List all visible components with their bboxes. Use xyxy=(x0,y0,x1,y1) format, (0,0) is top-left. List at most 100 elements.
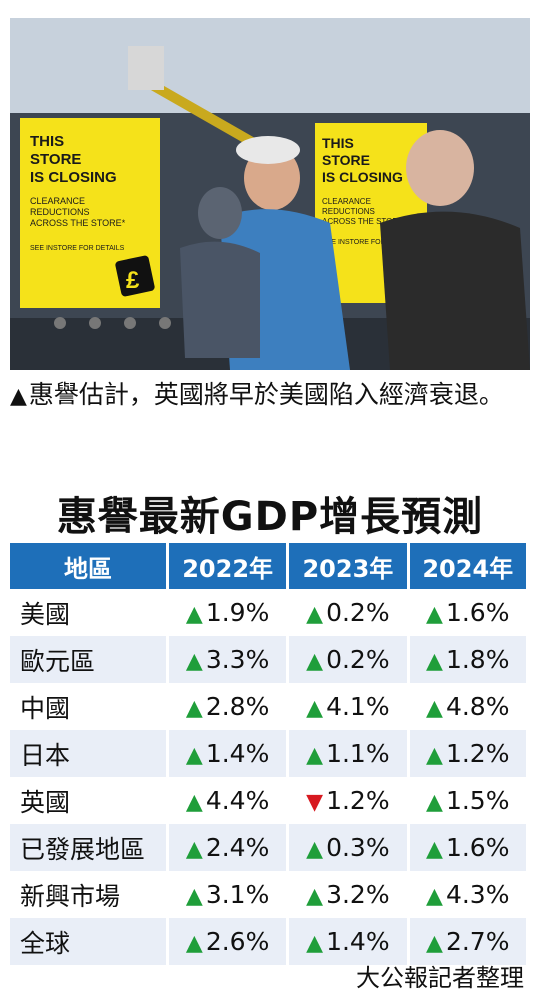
value-cell: ▲ 2.6% xyxy=(169,918,290,965)
up-triangle-icon: ▲ xyxy=(426,696,443,721)
up-triangle-icon: ▲ xyxy=(426,743,443,768)
value-text: 4.4% xyxy=(205,786,270,815)
table-row: 日本 ▲ 1.4% ▲ 1.1% ▲ 1.2% xyxy=(10,730,526,777)
up-triangle-icon: ▲ xyxy=(185,931,203,956)
value-text: 0.2% xyxy=(326,645,390,674)
table-row: 歐元區 ▲ 3.3% ▲ 0.2% ▲ 1.8% xyxy=(10,636,526,683)
value-cell: ▲ 1.4% xyxy=(169,730,290,777)
value-text: 4.3% xyxy=(445,880,510,909)
gdp-forecast-table: 地區 2022年 2023年 2024年 美國 ▲ 1.9% ▲ 0.2% ▲ 1.6% 歐元… xyxy=(10,543,526,965)
value-cell: ▲ 3.1% xyxy=(169,871,290,918)
table-body: 美國 ▲ 1.9% ▲ 0.2% ▲ 1.6% 歐元區 ▲ 3.3% ▲ 0.2% ▲ 1.8% 中國 ▲ 2.… xyxy=(10,589,526,965)
value-cell: ▲ 1.2% xyxy=(409,730,526,777)
value-text: 4.8% xyxy=(445,692,510,721)
value-cell: ▲ 0.2% xyxy=(289,636,410,683)
up-triangle-icon: ▲ xyxy=(306,884,324,909)
header-2023: 2023年 xyxy=(289,543,410,589)
up-triangle-icon: ▲ xyxy=(185,790,203,815)
value-cell: ▲ 3.3% xyxy=(169,636,290,683)
up-triangle-icon: ▲ xyxy=(426,931,443,956)
value-text: 2.8% xyxy=(205,692,270,721)
value-cell: ▲ 2.7% xyxy=(409,918,526,965)
svg-text:SEE INSTORE FOR DETAILS: SEE INSTORE FOR DETAILS xyxy=(322,239,417,246)
value-text: 3.1% xyxy=(205,880,270,909)
table-row: 美國 ▲ 1.9% ▲ 0.2% ▲ 1.6% xyxy=(10,589,526,636)
svg-text:IS CLOSING: IS CLOSING xyxy=(322,169,403,185)
walker-back xyxy=(380,130,530,370)
value-cell: ▲ 4.3% xyxy=(409,871,526,918)
svg-text:SEE INSTORE FOR DETAILS: SEE INSTORE FOR DETAILS xyxy=(30,245,125,252)
value-text: 1.4% xyxy=(326,927,390,956)
value-cell: ▲ 1.1% xyxy=(289,730,410,777)
table-header-row: 地區 2022年 2023年 2024年 xyxy=(10,543,526,589)
up-triangle-icon: ▲ xyxy=(306,649,324,674)
value-cell: ▲ 2.4% xyxy=(169,824,290,871)
value-cell: ▲ 3.2% xyxy=(289,871,410,918)
value-cell: ▲ 1.4% xyxy=(289,918,410,965)
table-row: 新興市場 ▲ 3.1% ▲ 3.2% ▲ 4.3% xyxy=(10,871,526,918)
up-triangle-icon: ▲ xyxy=(185,743,203,768)
walker-left xyxy=(180,187,260,358)
value-text: 2.4% xyxy=(205,833,270,862)
value-cell: ▲ 1.9% xyxy=(169,589,290,636)
value-cell: ▲ 1.6% xyxy=(409,589,526,636)
region-cell: 全球 xyxy=(10,918,169,965)
up-triangle-icon: ▲ xyxy=(306,931,324,956)
header-region: 地區 xyxy=(10,543,169,589)
svg-text:STORE: STORE xyxy=(322,152,370,168)
region-cell: 美國 xyxy=(10,589,169,636)
up-triangle-icon: ▲ xyxy=(185,602,203,627)
up-triangle-icon: ▲ xyxy=(426,790,443,815)
up-triangle-icon: ▲ xyxy=(426,884,443,909)
svg-text:REDUCTIONS: REDUCTIONS xyxy=(30,207,90,217)
value-text: 2.6% xyxy=(205,927,270,956)
table-row: 已發展地區 ▲ 2.4% ▲ 0.3% ▲ 1.6% xyxy=(10,824,526,871)
value-text: 0.2% xyxy=(326,598,390,627)
up-triangle-icon: ▲ xyxy=(185,837,203,862)
value-text: 1.2% xyxy=(326,786,390,815)
store-closing-photo: THIS STORE IS CLOSING CLEARANCE REDUCTIO… xyxy=(10,18,530,370)
value-cell: ▼ 1.2% xyxy=(289,777,410,824)
svg-text:STORE: STORE xyxy=(30,151,81,168)
value-text: 1.6% xyxy=(445,598,510,627)
down-triangle-icon: ▼ xyxy=(306,790,324,815)
header-2024: 2024年 xyxy=(409,543,526,589)
svg-text:THIS: THIS xyxy=(30,133,64,150)
svg-text:CLEARANCE: CLEARANCE xyxy=(322,197,371,206)
up-triangle-icon: ▲ xyxy=(426,602,443,627)
svg-text:IS CLOSING: IS CLOSING xyxy=(30,169,117,186)
region-cell: 歐元區 xyxy=(10,636,169,683)
caption-triangle-icon: ▲ xyxy=(10,384,27,409)
up-triangle-icon: ▲ xyxy=(306,743,324,768)
value-text: 1.1% xyxy=(326,739,390,768)
value-text: 3.2% xyxy=(326,880,390,909)
value-cell: ▲ 1.8% xyxy=(409,636,526,683)
value-text: 1.4% xyxy=(205,739,270,768)
value-cell: ▲ 0.2% xyxy=(289,589,410,636)
region-cell: 英國 xyxy=(10,777,169,824)
value-cell: ▲ 0.3% xyxy=(289,824,410,871)
caption-text: 惠譽估計，英國將早於美國陷入經濟衰退。 xyxy=(28,380,504,409)
svg-text:CLEARANCE: CLEARANCE xyxy=(30,196,85,206)
up-triangle-icon: ▲ xyxy=(426,837,443,862)
table-title: 惠譽最新GDP增長預測 xyxy=(56,494,484,540)
up-triangle-icon: ▲ xyxy=(426,649,443,674)
value-cell: ▲ 2.8% xyxy=(169,683,290,730)
value-text: 0.3% xyxy=(326,833,390,862)
region-cell: 新興市場 xyxy=(10,871,169,918)
svg-text:£: £ xyxy=(126,267,140,294)
value-text: 4.1% xyxy=(326,692,390,721)
photo-caption: ▲惠譽估計，英國將早於美國陷入經濟衰退。 xyxy=(10,376,530,416)
value-cell: ▲ 1.5% xyxy=(409,777,526,824)
header-2022: 2022年 xyxy=(169,543,290,589)
region-cell: 中國 xyxy=(10,683,169,730)
up-triangle-icon: ▲ xyxy=(185,649,203,674)
value-text: 1.9% xyxy=(205,598,270,627)
region-cell: 日本 xyxy=(10,730,169,777)
up-triangle-icon: ▲ xyxy=(306,602,324,627)
news-photo: THIS STORE IS CLOSING CLEARANCE REDUCTIO… xyxy=(10,18,530,370)
value-text: 2.7% xyxy=(445,927,510,956)
value-cell: ▲ 4.4% xyxy=(169,777,290,824)
source-credit: 大公報記者整理 xyxy=(356,964,524,992)
svg-text:REDUCTIONS: REDUCTIONS xyxy=(322,207,375,216)
